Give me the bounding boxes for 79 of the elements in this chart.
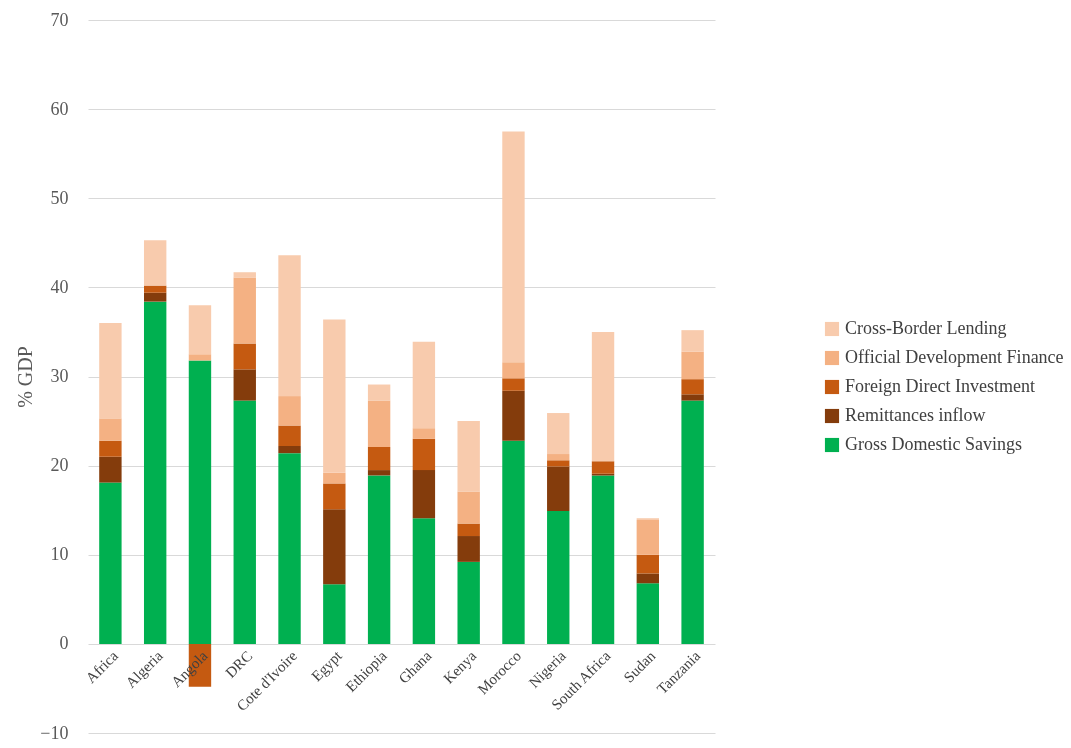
y-tick-label: 70 <box>50 9 69 30</box>
bar <box>547 460 570 467</box>
bar <box>143 240 167 286</box>
bar <box>233 272 256 278</box>
bar <box>367 475 391 644</box>
legend-label: Remittances inflow <box>845 405 986 425</box>
bar <box>636 573 660 584</box>
bar <box>681 351 704 380</box>
bar <box>457 421 480 492</box>
bar <box>681 394 704 401</box>
bar <box>188 360 212 644</box>
bar <box>412 428 436 439</box>
bar <box>457 536 480 562</box>
bar <box>636 583 660 644</box>
bar <box>323 584 346 644</box>
bar <box>188 305 212 355</box>
bar <box>591 331 615 462</box>
y-tick-label: 30 <box>50 366 69 386</box>
bar <box>278 453 301 644</box>
bar <box>143 285 167 293</box>
legend-label: Cross-Border Lending <box>845 318 1007 338</box>
bar <box>323 319 346 473</box>
y-tick-label: 0 <box>59 633 69 654</box>
bar <box>323 472 346 484</box>
y-tick-label: −10 <box>40 722 69 743</box>
bar <box>233 277 256 344</box>
bar <box>547 413 570 455</box>
bar <box>502 440 525 644</box>
bar <box>681 400 704 644</box>
bar <box>412 341 436 429</box>
bar <box>143 301 167 644</box>
bar <box>457 491 480 524</box>
bar <box>278 255 301 397</box>
bar <box>412 518 436 644</box>
legend-label: Gross Domestic Savings <box>845 434 1022 454</box>
bar <box>323 509 346 585</box>
bar <box>367 470 391 476</box>
bar <box>99 440 122 457</box>
bar <box>367 384 391 401</box>
bar <box>143 292 167 302</box>
bar <box>367 400 391 447</box>
bar <box>681 379 704 395</box>
bar <box>233 343 256 370</box>
bar <box>412 470 436 519</box>
bar <box>547 454 570 461</box>
bar <box>99 456 122 483</box>
bar <box>681 330 704 352</box>
bar <box>457 523 480 537</box>
legend-label: Official Development Finance <box>845 347 1064 367</box>
bar <box>591 475 615 644</box>
bar <box>278 446 301 454</box>
bar <box>278 396 301 426</box>
legend-label: Foreign Direct Investment <box>845 376 1035 396</box>
y-axis-title: % GDP <box>14 346 37 408</box>
bar <box>591 461 615 474</box>
y-tick-label: 50 <box>50 187 69 208</box>
bar <box>99 418 122 441</box>
bar <box>502 378 525 391</box>
bar <box>457 561 480 644</box>
bar <box>547 511 570 644</box>
y-tick-label: 40 <box>50 276 69 297</box>
bar <box>233 369 256 401</box>
bar <box>233 400 256 644</box>
bar <box>502 362 525 379</box>
bar <box>412 438 436 471</box>
bar <box>323 483 346 510</box>
bar <box>188 354 212 361</box>
bar <box>278 425 301 447</box>
y-tick-label: 10 <box>50 544 69 565</box>
bar <box>636 554 660 574</box>
y-tick-label: 20 <box>50 455 69 476</box>
bar <box>99 482 122 644</box>
bar <box>502 131 525 363</box>
bar <box>367 446 391 471</box>
bar <box>547 466 570 512</box>
bar <box>99 323 122 419</box>
bar <box>502 390 525 441</box>
bar <box>636 519 660 555</box>
y-tick-label: 60 <box>50 98 69 119</box>
